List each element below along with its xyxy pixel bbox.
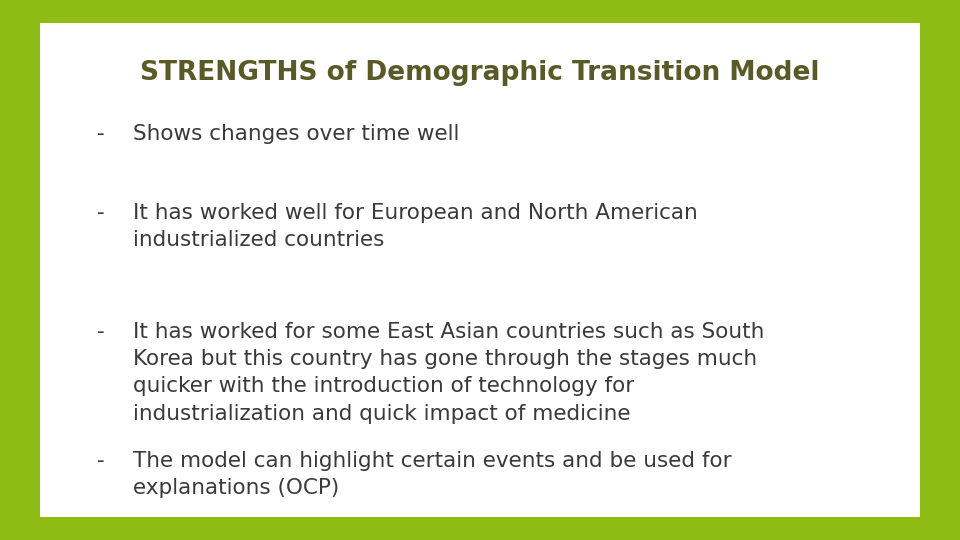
- Text: -: -: [98, 203, 105, 223]
- Text: -: -: [98, 322, 105, 342]
- Text: Shows changes over time well: Shows changes over time well: [132, 124, 459, 144]
- Text: It has worked for some East Asian countries such as South
Korea but this country: It has worked for some East Asian countr…: [132, 322, 764, 423]
- Text: It has worked well for European and North American
industrialized countries: It has worked well for European and Nort…: [132, 203, 697, 251]
- Text: -: -: [98, 124, 105, 144]
- Text: -: -: [98, 450, 105, 470]
- Text: STRENGTHS of Demographic Transition Model: STRENGTHS of Demographic Transition Mode…: [140, 60, 820, 86]
- Text: The model can highlight certain events and be used for
explanations (OCP): The model can highlight certain events a…: [132, 450, 732, 498]
